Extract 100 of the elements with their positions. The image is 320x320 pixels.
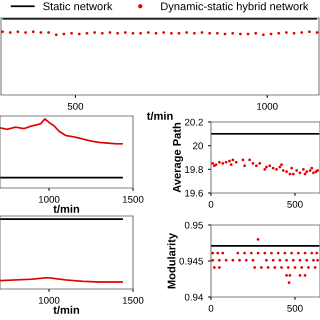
point bbox=[244, 258, 248, 262]
point bbox=[278, 258, 282, 262]
point bbox=[242, 158, 244, 162]
point bbox=[275, 168, 278, 171]
point bbox=[298, 274, 302, 277]
point bbox=[310, 166, 314, 170]
x-axis-title: t/min bbox=[53, 204, 80, 213]
x-tick-label: 0 bbox=[208, 304, 214, 312]
point bbox=[263, 168, 266, 171]
point bbox=[221, 162, 224, 165]
point bbox=[238, 258, 241, 262]
point bbox=[236, 252, 240, 254]
point bbox=[252, 258, 254, 262]
point bbox=[211, 252, 214, 254]
y-tick-label: 0.94 bbox=[184, 294, 204, 301]
x-tick-label: 1000 bbox=[38, 196, 60, 203]
point bbox=[230, 163, 233, 166]
point bbox=[300, 266, 304, 269]
x-tick-label: 1000 bbox=[257, 102, 278, 110]
point bbox=[305, 170, 308, 174]
legend-label: Dynamic-static hybrid network bbox=[161, 2, 308, 12]
point bbox=[272, 258, 275, 262]
y-tick-label: 0.945 bbox=[179, 258, 203, 265]
x-tick-label: 500 bbox=[287, 200, 303, 208]
point bbox=[284, 252, 286, 254]
point bbox=[263, 252, 266, 254]
point bbox=[294, 266, 296, 269]
legend-label: Static network bbox=[43, 2, 112, 10]
point bbox=[280, 163, 283, 166]
point bbox=[307, 266, 310, 269]
point bbox=[218, 266, 221, 269]
point bbox=[312, 258, 315, 262]
point bbox=[231, 258, 234, 262]
point bbox=[302, 168, 305, 171]
point bbox=[270, 252, 273, 254]
point bbox=[285, 258, 288, 262]
point bbox=[292, 172, 295, 176]
point bbox=[276, 252, 280, 254]
point bbox=[243, 164, 246, 168]
point bbox=[273, 266, 276, 269]
point bbox=[258, 162, 262, 165]
point bbox=[268, 164, 272, 168]
point bbox=[314, 266, 317, 269]
x-tick-label: 1500 bbox=[122, 296, 144, 304]
point bbox=[312, 171, 315, 174]
point bbox=[211, 258, 214, 262]
point bbox=[228, 160, 231, 162]
point bbox=[308, 169, 312, 172]
point bbox=[292, 258, 295, 262]
point bbox=[248, 158, 252, 162]
point bbox=[298, 258, 302, 262]
point bbox=[298, 171, 302, 174]
point bbox=[234, 160, 238, 164]
point bbox=[224, 160, 228, 164]
point bbox=[278, 166, 282, 168]
point bbox=[304, 172, 306, 176]
point bbox=[250, 252, 253, 254]
x-axis-title: t/min bbox=[146, 112, 173, 120]
point bbox=[231, 158, 234, 162]
point bbox=[212, 266, 216, 269]
point bbox=[254, 164, 258, 168]
point bbox=[305, 258, 308, 262]
point bbox=[252, 162, 254, 165]
point bbox=[310, 252, 314, 254]
point bbox=[290, 166, 294, 170]
point bbox=[304, 252, 306, 254]
point bbox=[218, 258, 221, 262]
point bbox=[256, 238, 260, 241]
x-tick-label: 1000 bbox=[38, 296, 60, 304]
point bbox=[315, 252, 318, 254]
point bbox=[221, 252, 224, 254]
y-tick-label: 0.95 bbox=[184, 222, 203, 229]
point bbox=[296, 252, 300, 254]
point bbox=[218, 160, 221, 164]
point bbox=[272, 166, 275, 170]
x-axis-title: t/min bbox=[53, 306, 80, 314]
y-axis-title: Modularity bbox=[167, 232, 178, 288]
point bbox=[288, 281, 290, 284]
y-tick-label: 19.8 bbox=[185, 166, 203, 173]
x-tick-label: 500 bbox=[68, 102, 84, 110]
point bbox=[243, 252, 246, 254]
y-tick-label: 20 bbox=[193, 142, 203, 150]
point bbox=[285, 170, 288, 174]
point bbox=[256, 252, 260, 254]
point bbox=[304, 274, 306, 277]
point bbox=[285, 274, 288, 277]
x-tick-label: 0 bbox=[208, 200, 214, 208]
point bbox=[316, 258, 320, 262]
point bbox=[282, 169, 285, 172]
point bbox=[288, 172, 292, 176]
point bbox=[266, 266, 270, 269]
point bbox=[295, 169, 298, 172]
point bbox=[260, 266, 263, 269]
y-tick-label: 19.6 bbox=[185, 190, 203, 197]
point bbox=[265, 166, 268, 168]
point bbox=[286, 266, 290, 269]
point bbox=[288, 274, 292, 277]
x-tick-label: 500 bbox=[287, 304, 303, 312]
point bbox=[224, 258, 228, 262]
point bbox=[211, 162, 214, 165]
